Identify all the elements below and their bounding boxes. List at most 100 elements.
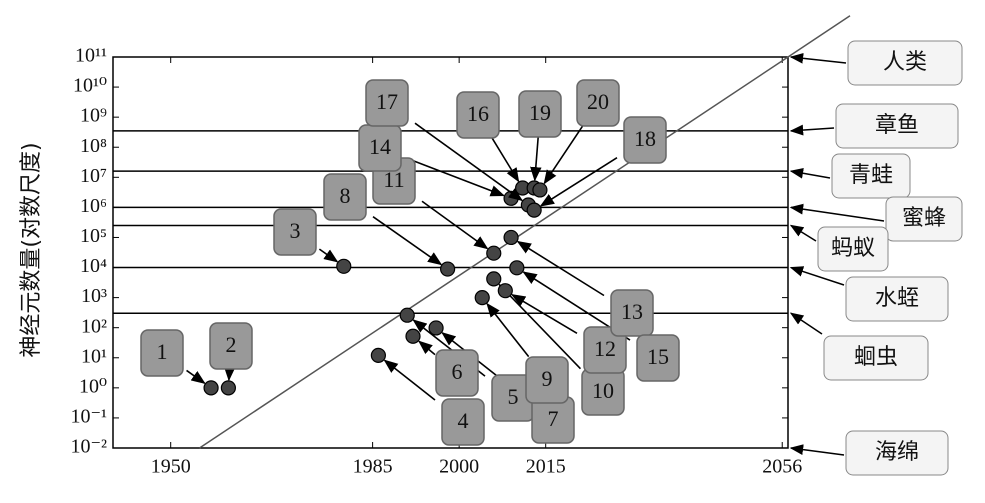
annotation-label: 海绵 <box>875 440 919 465</box>
pointer-arrow <box>516 240 605 297</box>
data-point <box>203 380 219 396</box>
point-label: 14 <box>369 134 391 159</box>
point-label: 16 <box>467 101 489 126</box>
y-tick-label: 10⁵ <box>80 225 107 247</box>
annotation-box <box>831 153 911 199</box>
annotation-box <box>817 226 889 272</box>
point-label-box <box>518 90 562 138</box>
point-label-box <box>140 329 184 377</box>
y-tick-label: 10² <box>81 315 107 337</box>
annotation-label: 章鱼 <box>875 113 919 138</box>
annotation-box <box>835 103 959 149</box>
data-point <box>370 347 386 363</box>
pointer-arrow <box>318 248 339 263</box>
point-label-box <box>365 79 409 127</box>
annotation-arrow <box>789 312 823 335</box>
pointer-arrow <box>186 369 206 385</box>
point-label-box <box>610 289 654 337</box>
annotation-arrow <box>789 266 845 286</box>
point-label-box <box>636 334 680 382</box>
y-axis-label: 神经元数量(对数尺度) <box>19 142 44 357</box>
pointer-arrow <box>372 216 443 266</box>
annotation-arrow <box>789 52 847 64</box>
point-label: 1 <box>157 339 168 364</box>
annotation-arrow <box>789 224 817 242</box>
annotation-arrow <box>789 203 885 222</box>
y-tick-label: 10⁶ <box>80 195 107 217</box>
point-label: 12 <box>594 336 616 361</box>
point-label: 17 <box>376 89 398 114</box>
annotation-label: 青蛙 <box>849 163 893 188</box>
point-label: 6 <box>452 359 463 384</box>
point-label: 9 <box>542 366 553 391</box>
point-label: 13 <box>621 299 643 324</box>
y-tick-label: 10⁻¹ <box>70 406 107 428</box>
data-point <box>336 258 352 274</box>
point-label-box <box>273 208 317 256</box>
data-point <box>509 260 525 276</box>
annotation-box <box>885 196 963 242</box>
annotation-box <box>847 40 963 86</box>
point-label: 2 <box>226 332 237 357</box>
point-label: 11 <box>383 167 404 192</box>
point-label-box <box>209 322 253 370</box>
annotation-arrow <box>789 124 835 136</box>
data-point <box>399 307 415 323</box>
annotation-box <box>845 430 949 476</box>
annotation-label: 蜜蜂 <box>902 206 946 231</box>
point-label: 18 <box>634 126 656 151</box>
point-label-box <box>525 356 569 404</box>
point-label: 10 <box>592 378 614 403</box>
y-tick-label: 10¹¹ <box>75 45 107 67</box>
annotation-label: 蛔虫 <box>854 345 898 370</box>
y-tick-label: 10³ <box>81 285 107 307</box>
pointer-arrow <box>543 125 584 185</box>
y-tick-label: 10⁷ <box>80 165 107 187</box>
point-label-box <box>435 349 479 397</box>
point-label: 4 <box>458 408 469 433</box>
data-point <box>526 202 542 218</box>
pointer-arrow <box>510 294 578 335</box>
pointer-arrow <box>383 359 436 401</box>
annotation-arrow <box>789 444 845 456</box>
pointer-arrow <box>407 158 505 197</box>
plot-frame <box>112 56 789 449</box>
point-label-box <box>441 398 485 446</box>
data-point <box>503 229 519 246</box>
x-tick-label: 1985 <box>353 456 393 478</box>
pointer-arrow <box>491 137 520 183</box>
y-tick-label: 10⁰ <box>79 375 107 397</box>
point-label: 15 <box>647 344 669 369</box>
x-tick-label: 2000 <box>439 456 479 478</box>
data-point <box>428 320 444 336</box>
point-label: 7 <box>548 406 559 431</box>
point-label: 20 <box>587 89 609 114</box>
point-label: 3 <box>290 218 301 243</box>
y-tick-label: 10¹⁰ <box>73 75 107 97</box>
pointer-arrow <box>486 302 530 358</box>
annotation-arrow <box>789 167 831 179</box>
trend-line <box>199 15 851 449</box>
data-point <box>486 271 502 287</box>
annotation-label: 蚂蚁 <box>831 236 875 261</box>
y-tick-label: 10¹ <box>81 345 107 367</box>
point-label: 19 <box>529 100 551 125</box>
pointer-arrow <box>539 157 618 207</box>
point-label-box <box>583 326 627 374</box>
point-label-box <box>323 173 367 221</box>
x-tick-label: 2056 <box>762 456 802 478</box>
pointer-arrow <box>414 122 524 202</box>
point-label-box <box>623 116 667 164</box>
annotation-label: 水蛭 <box>875 286 919 311</box>
pointer-arrow <box>498 283 582 370</box>
data-point <box>486 245 502 261</box>
annotation-label: 人类 <box>883 50 927 75</box>
y-tick-label: 10⁸ <box>80 135 107 157</box>
annotation-box <box>823 335 929 381</box>
point-label-box <box>576 79 620 127</box>
x-tick-label: 2015 <box>526 456 566 478</box>
pointer-arrow <box>530 137 542 182</box>
data-point <box>532 182 548 198</box>
point-label: 5 <box>508 384 519 409</box>
